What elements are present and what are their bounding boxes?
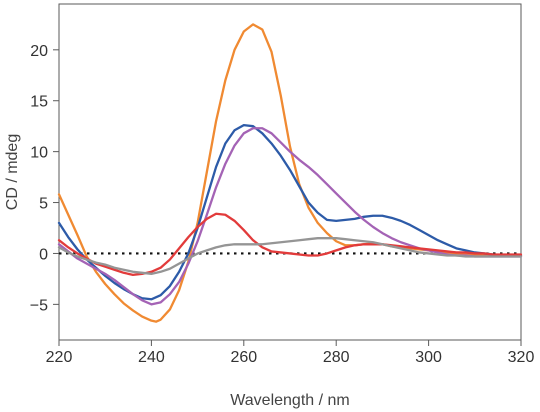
series-line-3 [57, 127, 523, 306]
x-tick-label: 220 [46, 349, 73, 366]
series-layer [57, 23, 523, 323]
y-tick-label: 0 [39, 246, 48, 263]
x-tick-label: 300 [415, 349, 442, 366]
x-tick-label: 280 [323, 349, 350, 366]
plot-frame [58, 3, 522, 341]
x-axis: 220 240 260 280 300 320 [46, 340, 535, 366]
x-tick-label: 320 [508, 349, 535, 366]
series-line-1 [57, 23, 523, 323]
x-axis-title: Wavelength / nm [230, 392, 349, 409]
y-tick-label: −5 [30, 297, 48, 314]
y-tick-label: 5 [39, 196, 48, 213]
series-line-4 [57, 212, 523, 276]
x-tick-label: 260 [230, 349, 257, 366]
series-line-5 [57, 237, 523, 275]
y-axis-title: CD / mdeg [4, 134, 21, 210]
x-tick-label: 240 [138, 349, 165, 366]
y-axis: −5 0 5 10 15 20 [30, 43, 59, 314]
y-tick-label: 15 [30, 94, 48, 111]
y-tick-label: 20 [30, 43, 48, 60]
y-tick-label: 10 [30, 145, 48, 162]
